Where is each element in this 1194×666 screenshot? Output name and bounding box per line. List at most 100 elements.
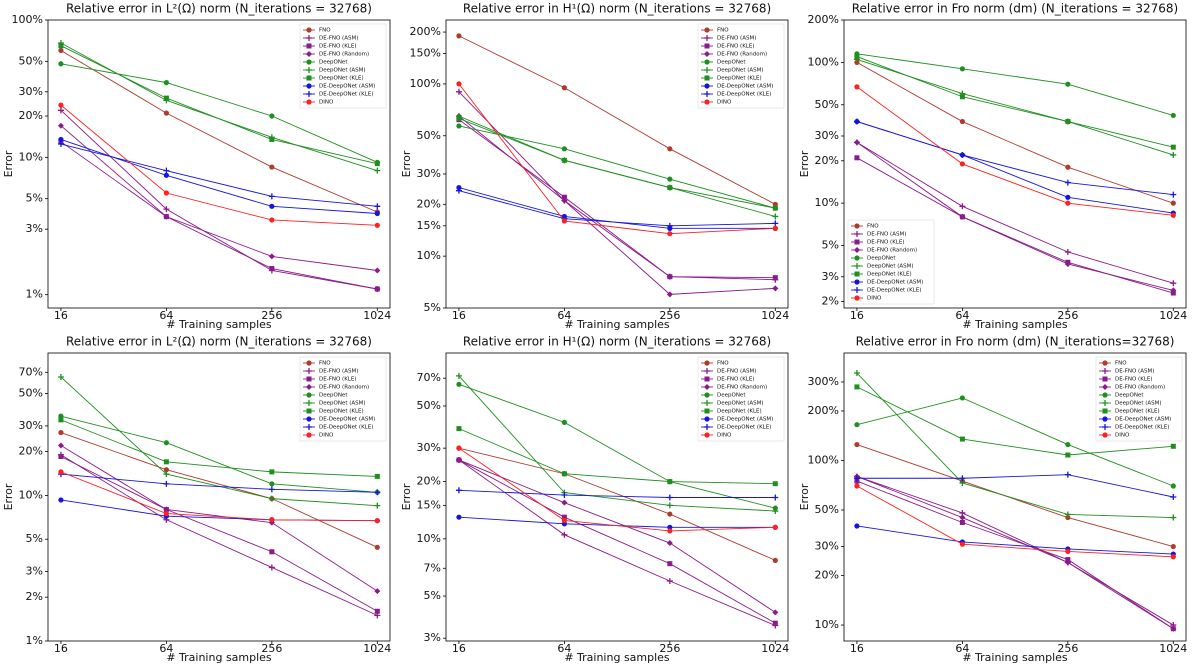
legend-marker — [306, 83, 312, 89]
x-tick-label: 256 — [261, 642, 282, 655]
y-axis-label: Error — [2, 483, 15, 510]
data-point — [163, 190, 169, 196]
legend-marker — [306, 360, 312, 366]
legend-label: DeepONet (KLE) — [867, 272, 912, 278]
data-point — [269, 217, 275, 223]
legend-label: DeepONet — [319, 393, 348, 399]
data-point — [959, 475, 966, 482]
series-line — [856, 142, 1174, 291]
series-line — [60, 50, 378, 213]
legend-marker — [704, 400, 710, 406]
series-line — [60, 473, 378, 493]
legend-label: DE-FNO (Random) — [319, 385, 369, 391]
series-line — [60, 45, 378, 165]
legend-marker — [704, 83, 710, 89]
data-point — [456, 514, 462, 520]
data-point — [959, 541, 965, 547]
x-tick-label: 256 — [261, 309, 282, 322]
legend-label: DeepONet (ASM) — [717, 401, 764, 407]
data-point — [667, 146, 673, 152]
series-line — [60, 104, 378, 226]
legend-marker — [704, 432, 710, 438]
data-point — [667, 479, 673, 485]
y-tick-label: 100% — [12, 13, 43, 26]
y-tick-label: 30% — [815, 540, 839, 553]
data-point — [561, 85, 567, 91]
series-line — [856, 58, 1174, 156]
y-tick-label: 30% — [417, 167, 441, 180]
data-point — [58, 136, 64, 143]
legend-label: DE-FNO (ASM) — [717, 36, 756, 42]
x-tick-label: 1024 — [761, 309, 789, 322]
data-point — [455, 187, 462, 194]
data-point — [853, 139, 860, 146]
x-tick-label: 64 — [955, 642, 969, 655]
series-line — [856, 476, 1174, 630]
series-line — [60, 499, 378, 522]
series-line — [60, 432, 378, 548]
data-point — [374, 489, 381, 496]
data-point — [667, 274, 673, 280]
data-point — [269, 136, 275, 142]
legend-label: DeepONet (ASM) — [319, 401, 366, 407]
chart-title: Relative error in L²(Ω) norm (N_iteratio… — [66, 2, 372, 16]
x-axis-label: # Training samples — [962, 651, 1068, 664]
legend-label: DE-DeepONet (KLE) — [319, 425, 373, 431]
legend-label: DE-FNO (Random) — [867, 248, 917, 254]
data-point — [374, 588, 381, 595]
data-point — [1065, 452, 1071, 458]
y-axis-label: Error — [2, 150, 15, 177]
y-tick-label: 70% — [19, 365, 43, 378]
legend-marker — [704, 43, 710, 49]
data-point — [58, 469, 64, 475]
data-point — [1170, 625, 1177, 632]
legend-label: DeepONet — [319, 60, 348, 66]
data-point — [374, 222, 380, 228]
y-tick-label: 200% — [808, 13, 839, 26]
data-point — [455, 487, 462, 494]
series-line — [60, 419, 378, 477]
legend-marker — [306, 368, 312, 374]
series-line — [458, 118, 776, 209]
x-tick-label: 1024 — [1159, 642, 1187, 655]
series-line — [458, 115, 776, 217]
data-point — [1065, 548, 1071, 555]
legend-label: DE-DeepONet (ASM) — [717, 417, 773, 423]
legend-label: DE-DeepONet (ASM) — [867, 280, 923, 286]
data-point — [1170, 200, 1176, 206]
x-axis-label: # Training samples — [564, 318, 670, 331]
y-tick-label: 300% — [808, 375, 839, 388]
series-line — [458, 125, 776, 209]
data-point — [374, 210, 380, 217]
data-point — [772, 220, 779, 227]
legend-marker — [1102, 376, 1108, 382]
series-line — [60, 456, 378, 612]
series-line — [458, 447, 776, 532]
x-tick-label: 1024 — [761, 642, 789, 655]
data-point — [57, 107, 64, 114]
series-line — [60, 471, 378, 522]
data-point — [667, 524, 673, 530]
data-point — [772, 609, 779, 616]
data-point — [163, 167, 170, 174]
data-point — [667, 511, 673, 517]
legend-label: DINO — [319, 433, 334, 439]
series-line — [458, 375, 776, 512]
data-point — [959, 203, 966, 210]
legend-label: DE-FNO (KLE) — [867, 240, 905, 246]
y-tick-label: 100% — [808, 453, 839, 466]
series-line — [60, 125, 378, 271]
data-point — [58, 497, 64, 503]
chart-title: Relative error in Fro norm (dm) (N_itera… — [856, 335, 1175, 349]
legend-marker — [704, 67, 710, 73]
series-line — [458, 383, 776, 509]
y-tick-label: 1% — [26, 634, 43, 647]
legend-marker — [854, 255, 860, 261]
data-point — [854, 422, 860, 428]
legend-label: DE-FNO (ASM) — [717, 369, 756, 375]
legend-label: FNO — [319, 361, 331, 367]
data-point — [374, 267, 381, 274]
series-line — [458, 459, 776, 613]
data-point — [666, 222, 673, 229]
data-point — [959, 436, 965, 442]
